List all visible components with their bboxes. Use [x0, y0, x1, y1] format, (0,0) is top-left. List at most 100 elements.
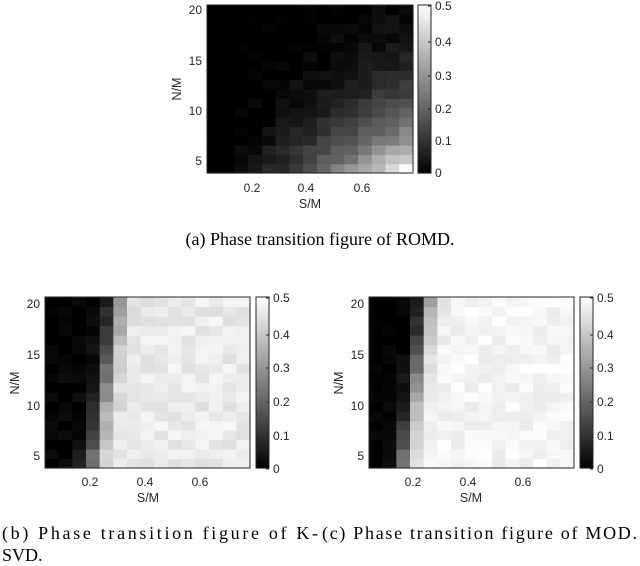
heatmap-cell — [45, 316, 60, 327]
colorbar-segment — [418, 120, 431, 124]
heatmap-cell — [358, 70, 373, 81]
heatmap-cell — [478, 325, 493, 336]
heatmap-cell — [492, 344, 507, 355]
heatmap-cell — [207, 14, 222, 25]
heatmap-cell — [168, 363, 183, 374]
heatmap-cell — [371, 145, 387, 155]
heatmap-cell — [275, 107, 290, 118]
colorbar-segment — [580, 355, 593, 360]
colorbar-segment — [580, 393, 593, 397]
heatmap-cell — [113, 439, 128, 450]
heatmap-cell — [289, 154, 304, 165]
heatmap-cell — [410, 316, 425, 327]
heatmap-cell — [209, 306, 224, 317]
heatmap-cell — [478, 430, 493, 441]
heatmap-cell — [560, 306, 575, 317]
y-tick-label: 20 — [189, 3, 203, 17]
heatmap-cell — [236, 297, 251, 308]
heatmap-cell — [560, 449, 575, 460]
heatmap-cell — [275, 89, 290, 99]
heatmap-cell — [275, 70, 290, 81]
colorbar-segment — [418, 146, 431, 150]
heatmap-cell — [45, 325, 60, 336]
heatmap-cell — [113, 373, 128, 384]
heatmap-cell — [546, 411, 561, 422]
heatmap-cell — [236, 449, 251, 460]
heatmap-cell — [45, 401, 60, 412]
heatmap-cell — [154, 306, 169, 317]
colorbar-segment — [256, 433, 269, 437]
heatmap-cell — [248, 89, 263, 99]
heatmap-cell — [261, 107, 277, 118]
heatmap-cell — [220, 117, 236, 127]
heatmap-cell — [236, 344, 251, 355]
heatmap-cell — [560, 354, 575, 365]
heatmap-cell — [410, 344, 425, 355]
heatmap-cell — [533, 449, 548, 460]
heatmap-cell — [195, 344, 210, 355]
heatmap-cell — [316, 145, 332, 155]
heatmap-cell — [127, 316, 142, 327]
heatmap-cell — [209, 439, 224, 450]
heatmap-cell — [330, 117, 345, 127]
heatmap-cell — [99, 411, 114, 422]
colorbar-segment — [256, 326, 269, 330]
colorbar-segment — [580, 337, 593, 341]
y-tick-label: 20 — [351, 297, 365, 311]
heatmap-cell — [505, 373, 520, 384]
colorbar-segment — [256, 305, 269, 309]
heatmap-cell — [303, 33, 318, 43]
heatmap-cell — [234, 154, 249, 165]
heatmap-cell — [248, 61, 263, 71]
heatmap-cell — [234, 23, 249, 34]
heatmap-cell — [382, 316, 397, 327]
heatmap-cell — [261, 5, 277, 15]
heatmap-cell — [113, 430, 128, 441]
heatmap-cell — [478, 392, 493, 403]
heatmap-cell — [382, 373, 397, 384]
heatmap-cell — [492, 401, 507, 412]
colorbar-segment — [256, 323, 269, 327]
heatmap-cell — [113, 354, 128, 365]
heatmap-cell — [86, 449, 101, 460]
heatmap-cell — [560, 335, 575, 346]
colorbar-segment — [256, 318, 269, 322]
heatmap-cell — [195, 439, 210, 450]
heatmap-cell — [399, 79, 414, 90]
heatmap-cell — [533, 325, 548, 336]
colorbar-segment — [418, 159, 431, 164]
heatmap-cell — [410, 325, 425, 336]
heatmap-cell — [385, 42, 400, 53]
heatmap-cell — [248, 154, 263, 165]
heatmap-cell — [330, 163, 345, 174]
colorbar-segment — [256, 342, 269, 346]
heatmap-cell — [236, 335, 251, 346]
colorbar-segment — [418, 70, 431, 74]
heatmap-cell — [58, 411, 73, 422]
heatmap-cell — [234, 89, 249, 99]
heatmap-cell — [358, 107, 373, 118]
heatmap-cell — [505, 306, 520, 317]
heatmap-cell — [519, 392, 534, 403]
colorbar-segment — [256, 377, 269, 381]
heatmap-cell — [113, 458, 128, 469]
heatmap-cell — [369, 401, 384, 412]
heatmap-cell — [289, 79, 304, 90]
colorbar-segment — [256, 398, 269, 402]
heatmap-cell — [86, 325, 101, 336]
x-tick-label: 0.2 — [405, 475, 422, 489]
heatmap-cell — [451, 316, 466, 327]
colorbar-segment — [256, 457, 269, 461]
heatmap-cell — [209, 411, 224, 422]
colorbar-segment — [256, 443, 269, 448]
heatmap-cell — [99, 325, 114, 336]
heatmap-cell — [45, 335, 60, 346]
heatmap-cell — [86, 373, 101, 384]
colorbar-segment — [256, 310, 269, 314]
heatmap-cell — [140, 316, 155, 327]
heatmap-cell — [344, 5, 359, 15]
heatmap-cell — [358, 145, 373, 155]
heatmap-cell — [222, 430, 237, 441]
heatmap-cell — [396, 335, 411, 346]
heatmap-cell — [207, 89, 222, 99]
